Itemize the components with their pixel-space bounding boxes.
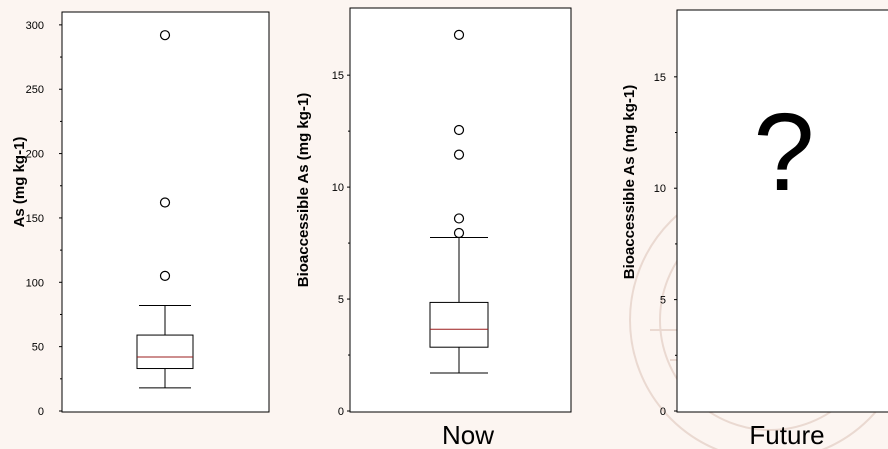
chart-3-blank-panel [704, 32, 864, 382]
chart-2-y-axis: 0 5 10 15 [332, 70, 350, 418]
y-tick-label: 10 [332, 182, 344, 194]
outlier-point [159, 30, 171, 41]
y-tick-label: 100 [26, 277, 44, 289]
y-tick-label: 300 [26, 20, 44, 32]
chart-1: 0 50 100 150 200 250 300 As (mg kg-1) [11, 11, 270, 418]
outlier-point [453, 124, 465, 136]
chart-1-ylabel: As (mg kg-1) [11, 137, 28, 228]
chart-3-y-axis: 0 5 10 15 [654, 72, 677, 418]
outlier-point [453, 29, 465, 40]
y-tick-label: 15 [654, 72, 666, 84]
y-tick-label: 0 [338, 406, 344, 418]
chart-1-marks [136, 30, 194, 389]
y-tick-label: 10 [654, 183, 666, 195]
chart-2-plot-area [349, 7, 572, 413]
chart-3-ylabel: Bioaccessible As (mg kg-1) [621, 85, 638, 280]
y-tick-label: 200 [26, 149, 44, 161]
outlier-point [453, 213, 465, 224]
y-tick-label: 50 [32, 342, 44, 354]
y-tick-label: 5 [660, 295, 666, 307]
outlier-point [453, 227, 465, 239]
y-tick-label: 5 [338, 294, 344, 306]
chart-2-marks [429, 29, 489, 374]
outlier-point [159, 270, 171, 281]
chart-2: 0 5 10 15 Bioaccessible As (mg kg-1) Now [295, 7, 572, 449]
chart-3-question-mark: ? [753, 91, 814, 214]
outlier-point [159, 197, 171, 208]
box-iqr [136, 334, 194, 370]
y-tick-label: 0 [38, 406, 44, 418]
y-tick-label: 150 [26, 213, 44, 225]
y-tick-label: 0 [660, 406, 666, 418]
outlier-point [453, 149, 465, 160]
chart-2-ylabel: Bioaccessible As (mg kg-1) [295, 93, 312, 288]
chart-1-y-axis: 0 50 100 150 200 250 300 [26, 20, 62, 418]
y-tick-label: 15 [332, 70, 344, 82]
chart-2-caption: Now [442, 420, 494, 449]
chart-3-caption: Future [749, 420, 824, 449]
chart-3: 0 5 10 15 ? Bioaccessible As (mg kg-1) Futu… [621, 9, 888, 449]
y-tick-label: 250 [26, 84, 44, 96]
box-iqr [429, 301, 489, 348]
